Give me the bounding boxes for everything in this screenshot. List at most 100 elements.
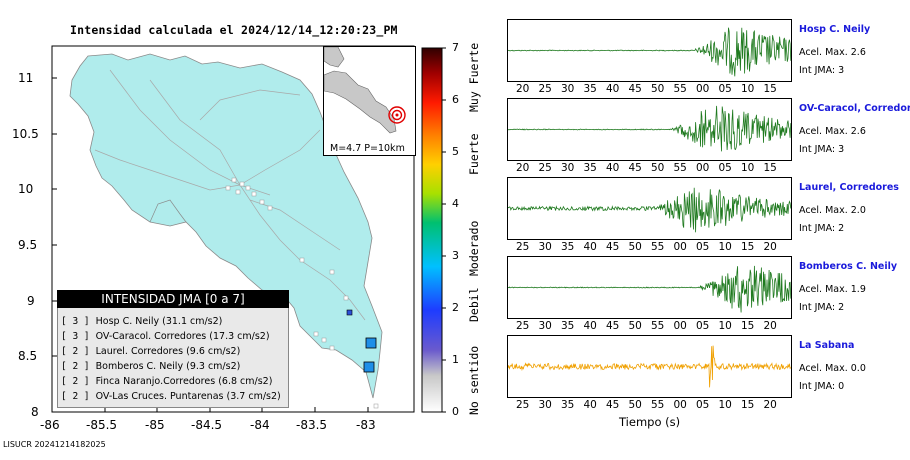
station-name: La Sabana bbox=[799, 340, 855, 351]
waveform-time-tick: 35 bbox=[561, 320, 575, 332]
map-y-tick: 10.5 bbox=[12, 127, 39, 141]
waveform-time-tick: 40 bbox=[583, 241, 597, 253]
colorbar-tick: 5 bbox=[452, 145, 459, 158]
waveform-time-tick: 45 bbox=[628, 162, 642, 174]
waveform-time-tick: 50 bbox=[628, 320, 642, 332]
waveform-panel bbox=[507, 98, 792, 161]
colorbar-ticks bbox=[442, 47, 446, 413]
legend-row: [ 2 ] Laurel. Corredores (9.6 cm/s2) bbox=[61, 346, 241, 357]
colorbar-tick: 7 bbox=[452, 41, 459, 54]
waveform-time-tick: 50 bbox=[628, 399, 642, 411]
colorbar-tick: 2 bbox=[452, 301, 459, 314]
waveform-time-tick: 20 bbox=[763, 241, 777, 253]
station-max-acceleration: Acel. Max. 0.0 bbox=[799, 363, 866, 374]
colorbar-tick: 4 bbox=[452, 197, 459, 210]
waveform-time-tick: 20 bbox=[516, 162, 530, 174]
waveform-time-tick: 00 bbox=[673, 320, 687, 332]
waveform-panel bbox=[507, 19, 792, 82]
map-x-tick: -84.5 bbox=[191, 418, 223, 432]
station-jma-intensity: Int JMA: 3 bbox=[799, 144, 845, 155]
station-marker-hosp-c-neily bbox=[365, 337, 377, 349]
waveform-time-tick: 55 bbox=[651, 320, 665, 332]
waveform-time-tick: 50 bbox=[651, 162, 665, 174]
inset-caption: M=4.7 P=10km bbox=[330, 143, 405, 154]
waveform-time-tick: 35 bbox=[561, 241, 575, 253]
colorbar-label: Debil bbox=[467, 287, 481, 322]
waveform-time-tick: 15 bbox=[741, 399, 755, 411]
map-x-tick: -83.5 bbox=[296, 418, 328, 432]
map-y-tick: 8 bbox=[31, 405, 39, 419]
waveform-time-tick: 05 bbox=[718, 162, 732, 174]
legend-row: [ 2 ] Finca Naranjo.Corredores (6.8 cm/s2… bbox=[61, 376, 273, 387]
waveform-time-tick: 40 bbox=[583, 320, 597, 332]
station-name: Laurel, Corredores bbox=[799, 182, 899, 193]
station-max-acceleration: Acel. Max. 2.6 bbox=[799, 126, 866, 137]
epicenter-ring bbox=[388, 106, 406, 124]
waveform-time-tick: 40 bbox=[606, 162, 620, 174]
waveform-time-tick: 55 bbox=[651, 241, 665, 253]
station-marker-ov-caracol bbox=[363, 361, 375, 373]
waveform-time-tick: 00 bbox=[696, 83, 710, 95]
colorbar-tick: 0 bbox=[452, 405, 459, 418]
colorbar-label: Fuerte bbox=[467, 133, 481, 175]
waveform-time-tick: 45 bbox=[606, 320, 620, 332]
waveform-trace-svg bbox=[508, 265, 791, 313]
station-max-acceleration: Acel. Max. 2.0 bbox=[799, 205, 866, 216]
waveform-time-tick: 10 bbox=[718, 399, 732, 411]
map-x-tick: -84 bbox=[250, 418, 270, 432]
waveform-time-tick: 25 bbox=[538, 162, 552, 174]
waveform-trace bbox=[508, 105, 791, 152]
waveform-panel bbox=[507, 256, 792, 319]
waveform-time-tick: 05 bbox=[718, 83, 732, 95]
waveform-time-tick: 55 bbox=[651, 399, 665, 411]
waveform-time-tick: 15 bbox=[763, 83, 777, 95]
waveform-time-tick: 25 bbox=[516, 399, 530, 411]
map-y-tick: 8.5 bbox=[18, 349, 38, 363]
map-y-tick: 9 bbox=[27, 294, 35, 308]
waveform-time-tick: 30 bbox=[538, 320, 552, 332]
waveform-time-tick: 35 bbox=[583, 162, 597, 174]
map-x-tick: -83 bbox=[356, 418, 376, 432]
legend-row: [ 3 ] OV-Caracol. Corredores (17.3 cm/s2) bbox=[61, 331, 270, 342]
waveform-time-tick: 25 bbox=[516, 241, 530, 253]
station-jma-intensity: Int JMA: 3 bbox=[799, 65, 845, 76]
map-x-tick: -85.5 bbox=[86, 418, 118, 432]
waveform-trace-svg bbox=[508, 187, 791, 233]
footer-id: LISUCR 20241214182025 bbox=[3, 440, 106, 449]
station-dots bbox=[225, 177, 379, 409]
waveform-time-tick: 30 bbox=[538, 241, 552, 253]
waveform-time-tick: 30 bbox=[561, 83, 575, 95]
waveform-time-tick: 10 bbox=[741, 83, 755, 95]
legend-row: [ 2 ] OV-Las Cruces. Puntarenas (3.7 cm/s… bbox=[61, 391, 281, 402]
intensity-legend bbox=[57, 290, 289, 408]
station-max-acceleration: Acel. Max. 2.6 bbox=[799, 47, 866, 58]
waveform-panel bbox=[507, 177, 792, 240]
station-jma-intensity: Int JMA: 2 bbox=[799, 223, 845, 234]
waveform-trace-svg bbox=[508, 105, 791, 152]
waveform-time-tick: 40 bbox=[606, 83, 620, 95]
waveform-time-tick: 35 bbox=[583, 83, 597, 95]
colorbar-label: No sentido bbox=[467, 345, 481, 415]
waveform-panel bbox=[507, 335, 792, 398]
waveform-time-tick: 05 bbox=[696, 320, 710, 332]
map-y-tick: 9.5 bbox=[18, 238, 38, 252]
map-x-tick: -86 bbox=[40, 418, 60, 432]
waveform-time-tick: 20 bbox=[516, 83, 530, 95]
waveform-time-tick: 50 bbox=[651, 83, 665, 95]
waveform-trace-svg bbox=[508, 27, 791, 77]
waveform-time-tick: 05 bbox=[696, 399, 710, 411]
waveform-time-tick: 25 bbox=[516, 320, 530, 332]
legend-header: INTENSIDAD JMA [0 a 7] bbox=[57, 290, 289, 308]
station-name: OV-Caracol, Corredore bbox=[799, 103, 910, 114]
station-name: Bomberos C. Neily bbox=[799, 261, 898, 272]
waveform-time-tick: 00 bbox=[673, 399, 687, 411]
colorbar bbox=[421, 47, 443, 413]
waveform-time-tick: 45 bbox=[628, 83, 642, 95]
station-jma-intensity: Int JMA: 2 bbox=[799, 302, 845, 313]
map-x-tick: -85 bbox=[145, 418, 165, 432]
waveform-time-tick: 25 bbox=[538, 83, 552, 95]
waveform-time-tick: 10 bbox=[718, 320, 732, 332]
waveform-trace bbox=[508, 345, 791, 388]
waveform-trace bbox=[508, 187, 791, 233]
waveform-time-tick: 10 bbox=[718, 241, 732, 253]
